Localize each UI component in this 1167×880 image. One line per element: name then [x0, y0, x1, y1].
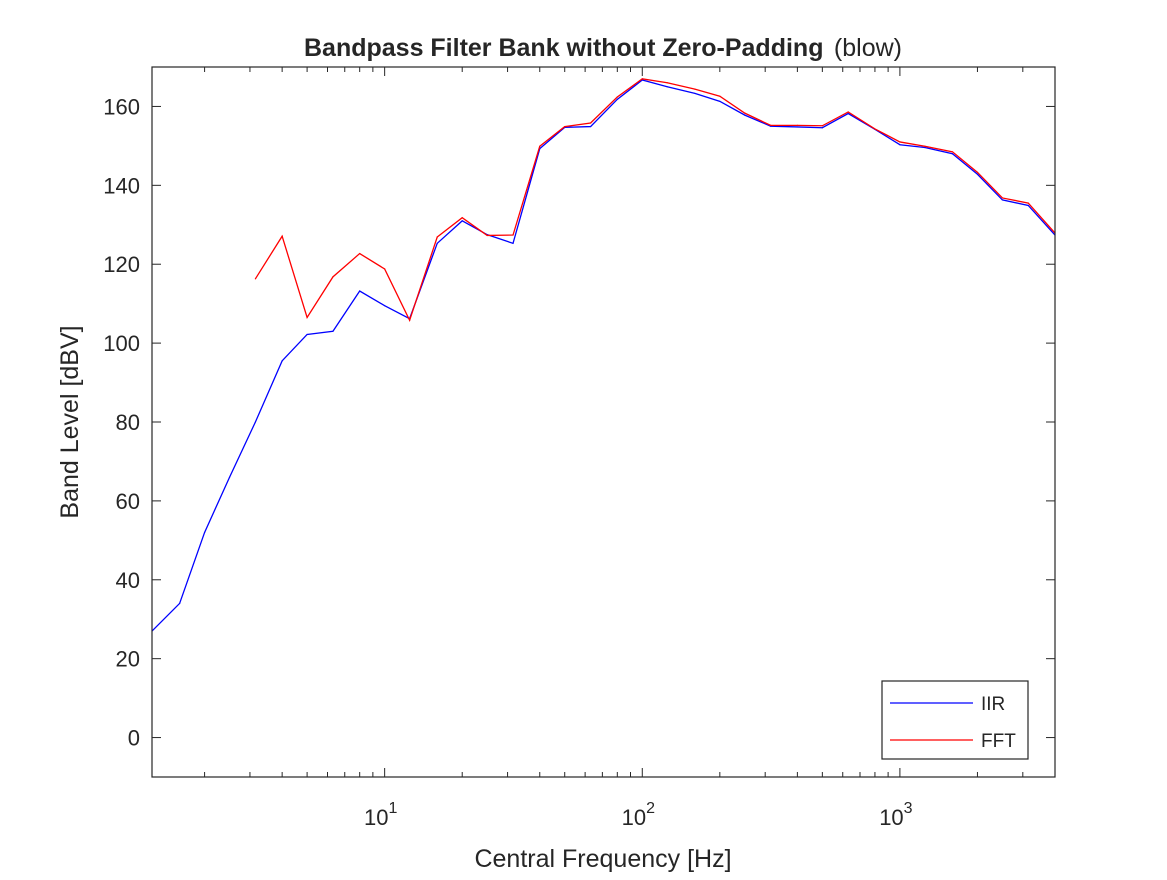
y-tick-label: 100	[103, 331, 140, 356]
data-point-fft	[666, 82, 668, 84]
data-point-fft	[384, 268, 386, 270]
y-tick-label: 20	[116, 647, 140, 672]
data-point-iir	[666, 86, 668, 88]
data-point-fft	[486, 234, 488, 237]
data-point-fft	[512, 234, 514, 236]
data-point-iir	[589, 125, 592, 128]
data-point-fft	[821, 125, 823, 127]
data-point-iir	[281, 360, 283, 362]
data-point-iir	[179, 602, 181, 605]
data-point-fft	[770, 124, 772, 126]
data-point-fft	[461, 217, 463, 219]
data-point-fft	[436, 236, 438, 238]
legend-box	[881, 680, 1029, 760]
data-point-iir	[847, 112, 849, 115]
x-axis-label: Central Frequency [Hz]	[474, 845, 731, 873]
data-point-iir	[306, 333, 308, 336]
data-point-fft	[1001, 197, 1004, 199]
data-point-iir	[228, 476, 231, 478]
data-point-iir	[719, 100, 721, 102]
data-point-fft	[976, 171, 979, 173]
x-tick-label: 103	[879, 800, 912, 830]
data-point-fft	[589, 122, 592, 124]
data-point-fft	[254, 278, 257, 280]
chart-subtitle: (blow)	[834, 34, 902, 62]
data-point-fft	[1027, 202, 1029, 204]
data-point-fft	[951, 151, 954, 153]
data-point-fft	[306, 316, 308, 319]
data-point-iir	[359, 290, 361, 292]
series-line-fft	[254, 78, 1056, 322]
data-point-iir	[694, 92, 696, 95]
y-tick-label: 40	[116, 568, 140, 593]
series-layer	[151, 78, 1056, 632]
ticks-layer: 0 20 40 60 80 100 120 140 160 101 102 103	[103, 67, 1056, 830]
data-point-fft	[694, 88, 696, 90]
data-point-iir	[436, 242, 438, 244]
data-point-fft	[409, 319, 411, 321]
data-point-iir	[899, 144, 901, 146]
data-point-iir	[1001, 199, 1004, 201]
data-point-fft	[796, 124, 798, 126]
chart-title: Bandpass Filter Bank without Zero-Paddin…	[304, 34, 902, 62]
data-point-iir	[1027, 204, 1029, 207]
data-point-fft	[281, 235, 283, 237]
data-point-fft	[874, 128, 876, 130]
data-point-iir	[924, 146, 926, 149]
y-tick-label: 0	[128, 726, 140, 751]
axes-box	[151, 66, 1056, 778]
data-point-fft	[899, 141, 901, 143]
data-point-fft	[539, 145, 541, 147]
y-tick-label: 60	[116, 489, 140, 514]
data-point-iir	[512, 242, 514, 244]
data-point-fft	[924, 145, 926, 147]
x-tick-label: 102	[622, 800, 655, 830]
legend-label-fft: FFT	[981, 731, 1016, 752]
y-tick-label: 80	[116, 410, 140, 435]
data-point-iir	[384, 305, 386, 307]
data-point-iir	[796, 126, 798, 128]
data-point-fft	[744, 112, 746, 114]
data-point-fft	[641, 78, 643, 80]
data-point-iir	[616, 98, 618, 100]
data-point-iir	[744, 114, 746, 116]
y-axis-label: Band Level [dBV]	[56, 325, 84, 518]
data-point-iir	[821, 127, 823, 129]
data-point-fft	[719, 95, 721, 97]
x-tick-label: 101	[364, 800, 397, 830]
data-point-iir	[461, 220, 463, 222]
data-point-iir	[203, 531, 206, 534]
data-point-iir	[951, 153, 954, 155]
data-point-fft	[616, 96, 618, 98]
data-point-fft	[359, 252, 361, 255]
data-point-fft	[332, 276, 334, 278]
data-point-iir	[254, 421, 257, 423]
legend-label-iir: IIR	[981, 694, 1005, 715]
data-point-iir	[976, 173, 979, 175]
y-tick-label: 120	[103, 252, 140, 277]
legend: IIR FFT	[881, 680, 1029, 760]
y-tick-label: 140	[103, 173, 140, 198]
data-point-fft	[564, 125, 566, 128]
chart-title-main: Bandpass Filter Bank without Zero-Paddin…	[304, 34, 823, 62]
data-point-fft	[847, 111, 849, 113]
y-tick-label: 160	[103, 94, 140, 119]
data-point-iir	[332, 330, 334, 332]
series-line-iir	[151, 79, 1056, 632]
